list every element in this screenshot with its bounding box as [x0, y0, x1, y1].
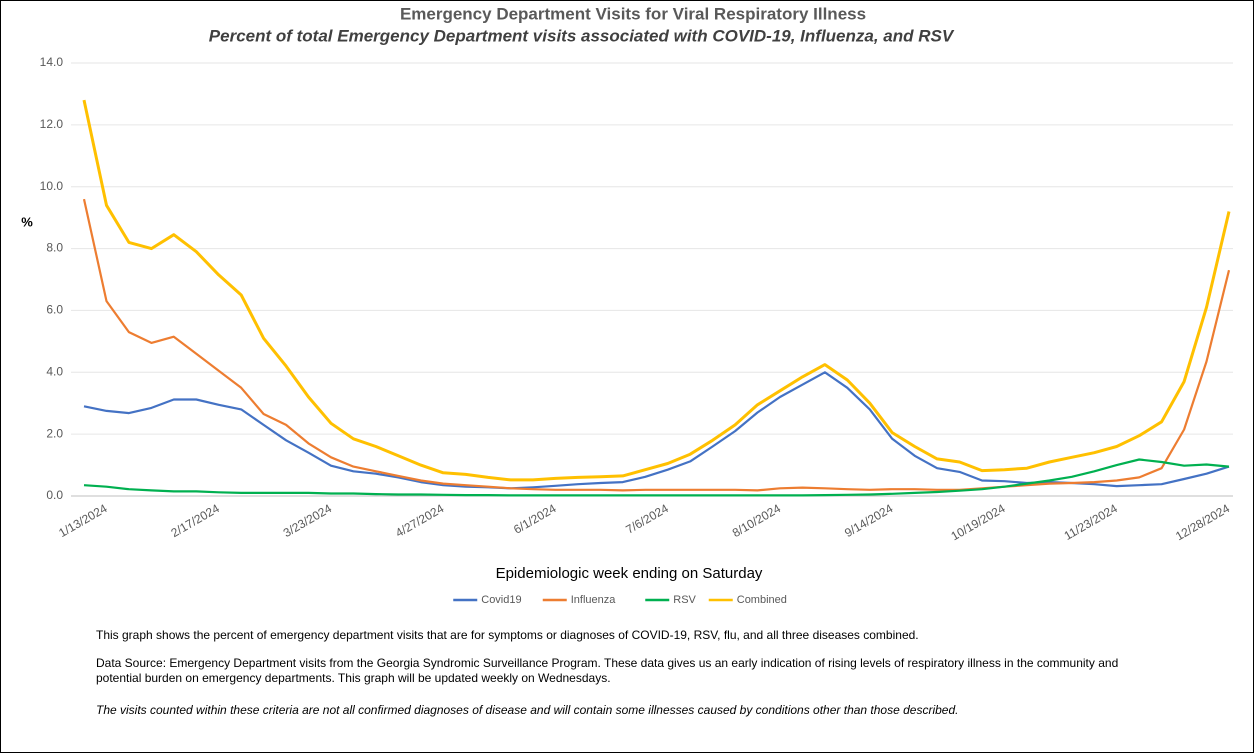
series-line — [82, 198, 1231, 492]
x-tick-label: 11/23/2024 — [1062, 501, 1121, 543]
note: This graph shows the percent of emergenc… — [96, 628, 919, 642]
legend-label: Influenza — [571, 594, 617, 606]
note: Data Source: Emergency Department visits… — [96, 656, 1119, 685]
legend-label: RSV — [673, 594, 696, 606]
series-line — [83, 458, 1230, 497]
y-tick-label: 8.0 — [46, 241, 63, 255]
chart-title: Emergency Department Visits for Viral Re… — [400, 4, 866, 23]
y-tick-label: 2.0 — [46, 426, 63, 440]
note: The visits counted within these criteria… — [96, 703, 959, 717]
y-tick-label: 12.0 — [40, 117, 64, 131]
chart-subtitle: Percent of total Emergency Department vi… — [209, 26, 955, 45]
x-tick-label: 9/14/2024 — [842, 501, 896, 540]
y-tick-label: 6.0 — [46, 303, 63, 317]
legend-label: Covid19 — [481, 594, 521, 606]
y-tick-label: 4.0 — [46, 364, 63, 378]
series-line — [83, 371, 1230, 490]
x-tick-label: 10/19/2024 — [949, 501, 1008, 543]
legend-label: Combined — [737, 594, 787, 606]
x-tick-label: 12/28/2024 — [1173, 501, 1232, 543]
y-tick-label: 10.0 — [40, 179, 64, 193]
chart: Emergency Department Visits for Viral Re… — [21, 4, 1233, 606]
x-tick-label: 4/27/2024 — [393, 501, 447, 540]
y-tick-label: 14.0 — [40, 55, 64, 69]
y-axis-label: % — [21, 214, 33, 229]
x-tick-label: 2/17/2024 — [169, 501, 223, 540]
y-tick-label: 0.0 — [46, 488, 63, 502]
x-tick-label: 3/23/2024 — [281, 501, 335, 540]
x-tick-label: 7/6/2024 — [623, 501, 671, 537]
series-line — [82, 99, 1231, 482]
x-tick-label: 6/1/2024 — [511, 501, 559, 537]
x-tick-label: 1/13/2024 — [56, 501, 110, 540]
x-axis-label: Epidemiologic week ending on Saturday — [496, 565, 763, 582]
x-tick-label: 8/10/2024 — [730, 501, 784, 540]
